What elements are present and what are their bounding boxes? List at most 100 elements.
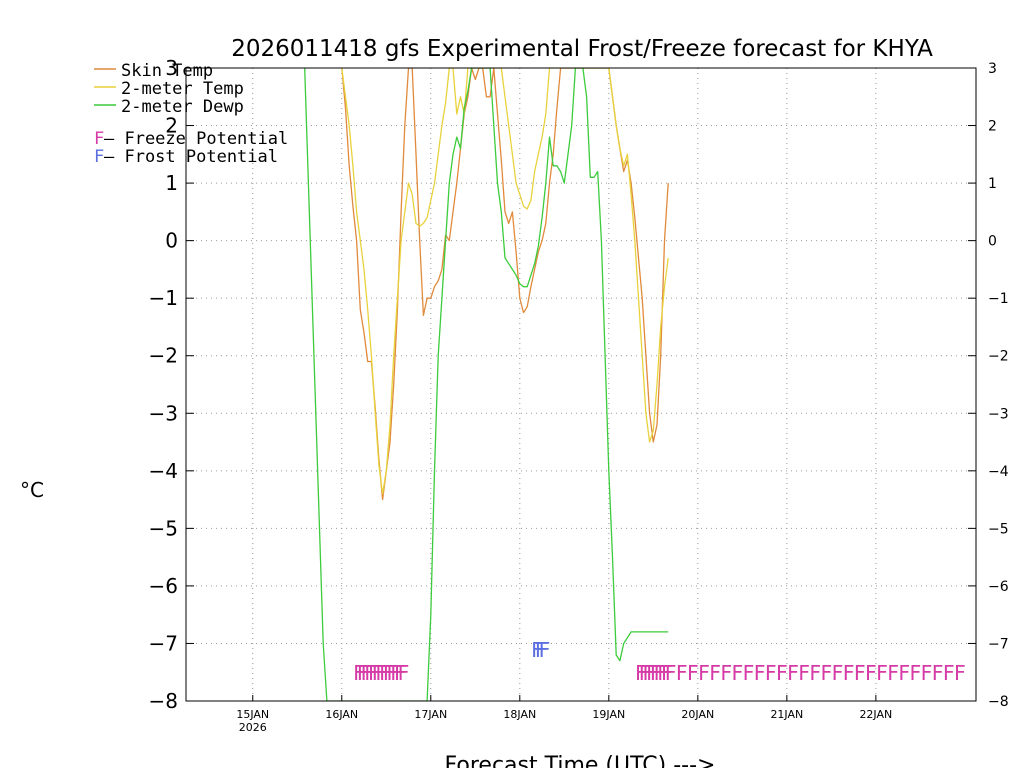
freeze-marker: F <box>635 661 647 685</box>
freeze-marker: F <box>364 661 376 685</box>
freeze-marker: F <box>383 661 395 685</box>
freeze-marker: F <box>638 661 650 685</box>
legend-label: – Frost Potential <box>104 147 278 167</box>
series-line-2-meter-temp <box>341 68 669 495</box>
freeze-marker: F <box>809 661 821 685</box>
y-tick-label-left: −7 <box>149 631 178 655</box>
freeze-marker: F <box>664 661 676 685</box>
freeze-marker: F <box>379 661 391 685</box>
y-tick-label-left: −5 <box>149 516 178 540</box>
series-line-skin-temp <box>341 68 669 501</box>
series-lines <box>304 68 669 701</box>
x-tick-label: 19JAN <box>592 708 625 721</box>
freeze-marker: F <box>920 661 932 685</box>
freeze-marker: F <box>353 661 365 685</box>
y-tick-label-left: 3 <box>165 56 178 80</box>
y-tick-label-left: −3 <box>149 401 178 425</box>
freeze-marker: F <box>390 661 402 685</box>
freeze-marker: F <box>360 661 372 685</box>
freeze-marker: F <box>357 661 369 685</box>
freeze-marker: F <box>386 661 398 685</box>
legend-label: 2-meter Temp <box>121 79 244 99</box>
y-tick-label-left: 1 <box>165 171 178 195</box>
freeze-marker: F <box>876 661 888 685</box>
axes: 3 3 2 2 1 1 0 0 −1 −1 −2 −2 −3 −3 −4 −4 −5 −5 −6 −6 −7 −7 −8 −8… <box>149 56 1009 734</box>
freeze-marker: F <box>943 661 955 685</box>
y-tick-label-left: −6 <box>149 574 178 598</box>
freeze-marker: F <box>653 661 665 685</box>
frost-marker: F <box>538 638 550 662</box>
freeze-marker: F <box>720 661 732 685</box>
x-tick-label: 22JAN <box>859 708 892 721</box>
freeze-marker: F <box>842 661 854 685</box>
x-tick-sublabel: 2026 <box>239 721 267 734</box>
y-tick-label-left: 0 <box>165 229 178 253</box>
freeze-marker: F <box>397 661 409 685</box>
freeze-marker: F <box>375 661 387 685</box>
freeze-marker: F <box>698 661 710 685</box>
x-tick-label: 20JAN <box>681 708 714 721</box>
freeze-marker: F <box>676 661 688 685</box>
freeze-marker: F <box>798 661 810 685</box>
x-tick-label: 16JAN <box>325 708 358 721</box>
y-tick-label-left: −1 <box>149 286 178 310</box>
freeze-marker: F <box>657 661 669 685</box>
y-tick-label-right: 2 <box>988 119 997 135</box>
x-axis-label: Forecast Time (UTC) ---> <box>445 753 716 768</box>
freeze-marker: F <box>909 661 921 685</box>
freeze-marker: F <box>742 661 754 685</box>
legend-label: – Freeze Potential <box>104 129 288 149</box>
freeze-marker: F <box>731 661 743 685</box>
y-tick-label-right: 3 <box>988 61 997 77</box>
freeze-marker: F <box>865 661 877 685</box>
series-line-2-meter-dewp <box>304 68 669 701</box>
y-tick-label-right: −5 <box>988 521 1009 537</box>
freeze-marker: F <box>753 661 765 685</box>
grid <box>186 68 976 701</box>
freeze-marker: F <box>765 661 777 685</box>
plot-frame <box>185 67 977 702</box>
y-tick-label-left: −2 <box>149 344 178 368</box>
x-tick-label: 21JAN <box>770 708 803 721</box>
legend-glyph: F <box>94 129 104 149</box>
y-tick-label-right: 0 <box>988 234 997 250</box>
freeze-marker: F <box>371 661 383 685</box>
frost-marker: F <box>535 638 547 662</box>
freeze-marker: F <box>642 661 654 685</box>
x-tick-label: 17JAN <box>414 708 447 721</box>
freeze-marker: F <box>820 661 832 685</box>
y-tick-label-left: 2 <box>165 114 178 138</box>
freeze-marker: F <box>394 661 406 685</box>
freeze-marker: F <box>368 661 380 685</box>
freeze-marker: F <box>650 661 662 685</box>
freeze-marker: F <box>931 661 943 685</box>
freeze-marker: F <box>776 661 788 685</box>
y-tick-label-right: −8 <box>988 694 1009 710</box>
legend-glyph: F <box>94 147 104 167</box>
freeze-marker: F <box>709 661 721 685</box>
legend-label: Skin Temp <box>121 61 213 81</box>
legend-label: 2-meter Dewp <box>121 97 244 117</box>
y-tick-label-right: −2 <box>988 349 1009 365</box>
x-tick-label: 15JAN <box>236 708 269 721</box>
freeze-marker: F <box>687 661 699 685</box>
freeze-marker: F <box>898 661 910 685</box>
y-tick-label-right: −7 <box>988 636 1009 652</box>
freeze-marker: F <box>831 661 843 685</box>
x-tick-label: 18JAN <box>503 708 536 721</box>
y-tick-label-right: −3 <box>988 406 1009 422</box>
y-tick-label-right: −6 <box>988 579 1009 595</box>
y-tick-label-left: −4 <box>149 459 178 483</box>
y-tick-label-right: −4 <box>988 464 1009 480</box>
y-tick-label-right: −1 <box>988 291 1009 307</box>
freeze-marker: F <box>954 661 966 685</box>
freeze-marker: F <box>661 661 673 685</box>
y-axis-label: °C <box>20 478 44 502</box>
freeze-marker: F <box>854 661 866 685</box>
frost-marker: F <box>531 638 543 662</box>
chart-title: 2026011418 gfs Experimental Frost/Freeze… <box>231 36 933 62</box>
freeze-marker: F <box>787 661 799 685</box>
